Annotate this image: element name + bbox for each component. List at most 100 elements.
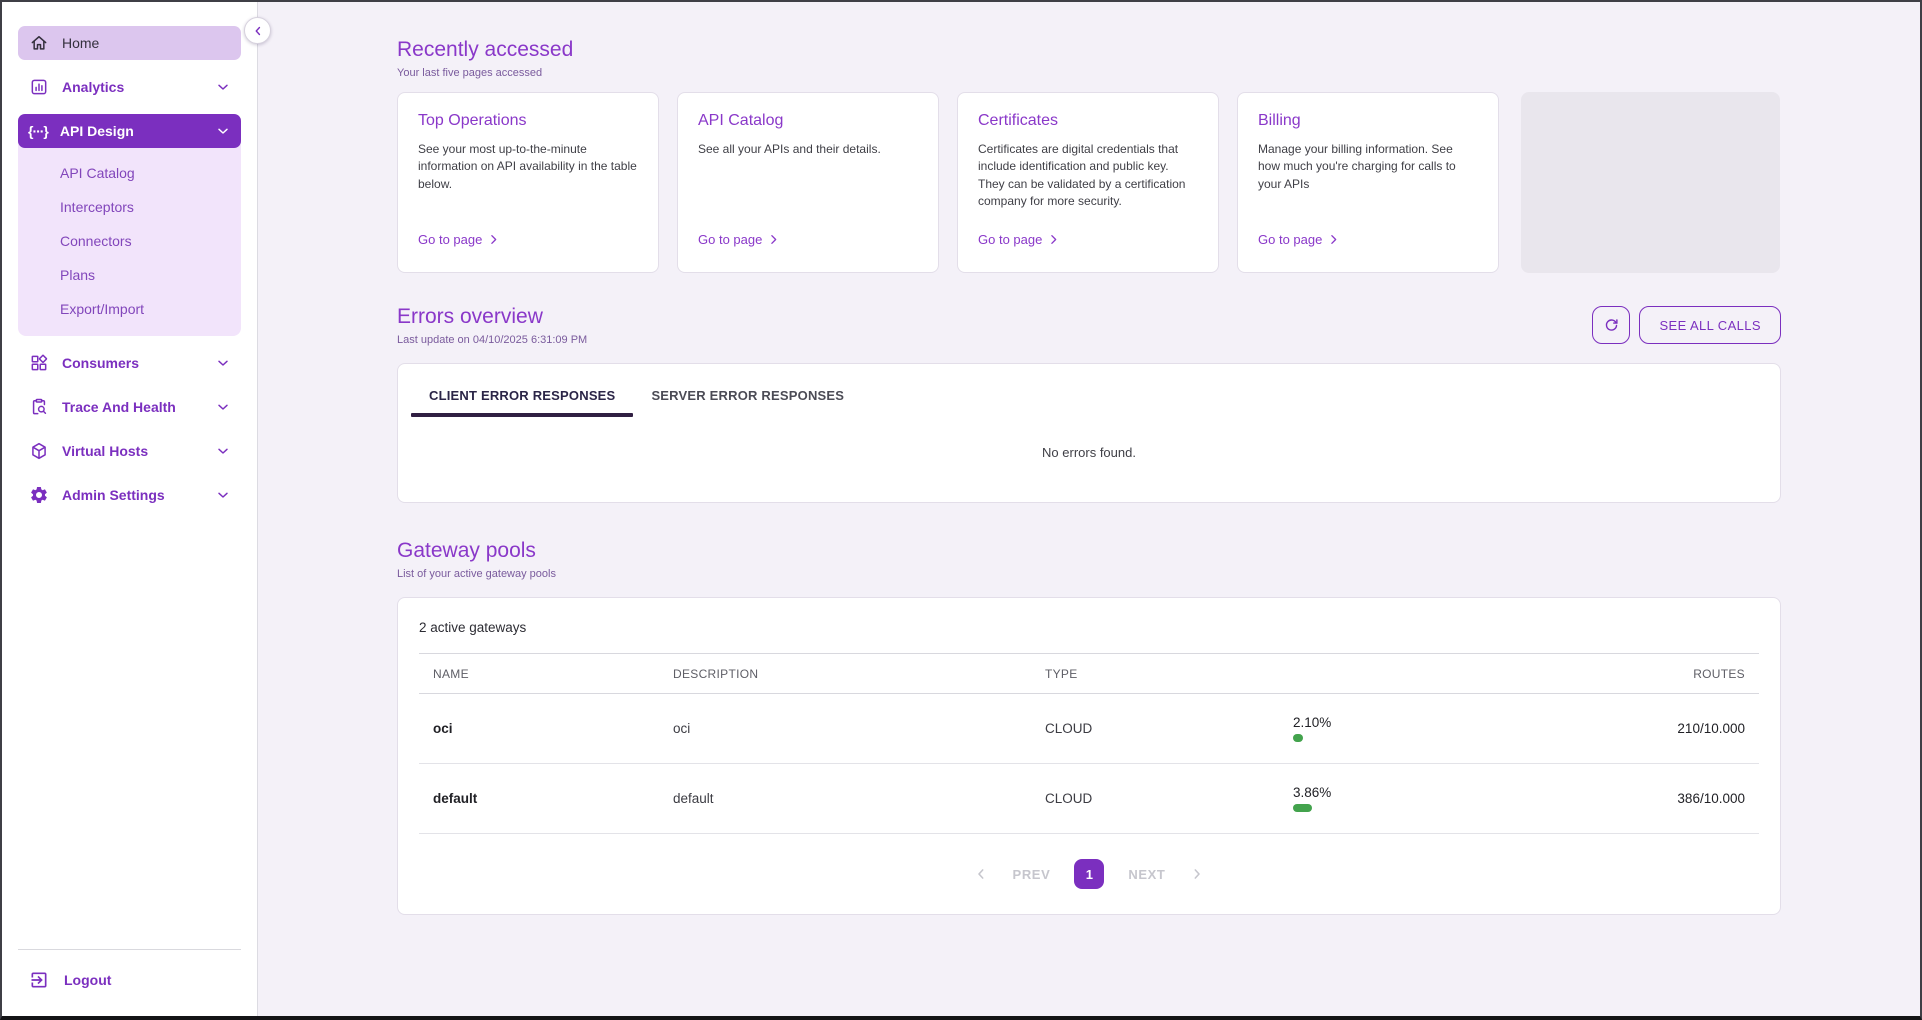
sidebar-item-label: Admin Settings [62, 487, 165, 503]
gateway-name: default [419, 763, 659, 835]
card-top-operations: Top Operations See your most up-to-the-m… [397, 92, 659, 274]
go-to-page-label: Go to page [978, 232, 1043, 248]
column-header-usage [1279, 653, 1619, 695]
sidebar-item-label: Consumers [62, 355, 140, 371]
gateway-description: oci [659, 693, 1031, 765]
usage-progress-bar [1293, 804, 1312, 813]
go-to-page-link[interactable]: Go to page [978, 232, 1198, 247]
table-row: default default CLOUD 3.86% 386/10.000 [419, 763, 1759, 835]
go-to-page-label: Go to page [698, 232, 763, 248]
chevron-down-icon [215, 487, 231, 503]
sidebar-group-api-design: {···} API Design API Catalog Interceptor… [18, 114, 241, 336]
sidebar-nav: Home Analytics {···} API Design [18, 26, 241, 522]
pagination-next-chevron-icon[interactable] [1189, 866, 1205, 882]
tab-server-error-responses[interactable]: SERVER ERROR RESPONSES [651, 388, 845, 404]
sidebar-item-label: Analytics [62, 79, 125, 95]
gateway-type: CLOUD [1031, 763, 1279, 835]
sidebar-collapse-button[interactable] [244, 17, 271, 44]
sidebar-item-admin-settings[interactable]: Admin Settings [18, 478, 241, 512]
logout-button[interactable]: Logout [18, 966, 241, 994]
recently-accessed-title: Recently accessed [397, 38, 574, 61]
section-errors-overview: Errors overview Last update on 04/10/202… [397, 305, 1781, 504]
gateway-type: CLOUD [1031, 693, 1279, 765]
sidebar-item-api-catalog[interactable]: API Catalog [60, 165, 135, 181]
logout-label: Logout [64, 972, 112, 988]
go-to-page-link[interactable]: Go to page [418, 232, 638, 247]
chevron-down-icon [215, 355, 231, 371]
pagination-page-1-button[interactable]: 1 [1074, 859, 1105, 890]
chevron-right-icon [1047, 233, 1060, 246]
column-header-description: DESCRIPTION [659, 653, 1031, 695]
sidebar-item-connectors[interactable]: Connectors [60, 233, 132, 249]
card-empty-placeholder [1521, 92, 1780, 274]
chevron-down-icon [215, 443, 231, 459]
sidebar-footer: Logout [18, 949, 241, 994]
gateway-usage-cell: 3.86% [1279, 763, 1619, 835]
column-header-name: NAME [419, 653, 659, 695]
sidebar-item-plans[interactable]: Plans [60, 267, 96, 283]
sidebar: Home Analytics {···} API Design [2, 2, 271, 1016]
table-row: oci oci CLOUD 2.10% 210/10.000 [419, 693, 1759, 765]
section-gateway-pools: Gateway pools List of your active gatewa… [397, 539, 1781, 916]
virtual-hosts-icon [28, 441, 50, 461]
gateway-usage-cell: 2.10% [1279, 693, 1619, 765]
card-title: Certificates [978, 112, 1059, 130]
card-description: See all your APIs and their details. [698, 142, 881, 157]
chevron-left-icon [251, 24, 265, 38]
pagination-prev-chevron-icon[interactable] [973, 866, 989, 882]
column-header-routes: ROUTES [1619, 653, 1759, 695]
pagination-next-button[interactable]: NEXT [1128, 866, 1166, 882]
sidebar-item-virtual-hosts[interactable]: Virtual Hosts [18, 434, 241, 468]
pagination-prev-button[interactable]: PREV [1012, 866, 1051, 882]
no-errors-message: No errors found. [1042, 445, 1136, 461]
gateway-pools-panel: 2 active gateways NAME DESCRIPTION TYPE … [397, 597, 1781, 916]
table-header-row: NAME DESCRIPTION TYPE ROUTES [419, 653, 1759, 695]
sidebar-item-export-import[interactable]: Export/Import [60, 301, 145, 317]
pagination: PREV 1 NEXT [419, 834, 1759, 914]
errors-actions: SEE ALL CALLS [1592, 305, 1781, 345]
card-certificates: Certificates Certificates are digital cr… [957, 92, 1219, 274]
gateway-pools-title: Gateway pools [397, 539, 536, 563]
sidebar-item-label: API Design [59, 123, 134, 139]
chevron-down-icon [215, 79, 231, 95]
errors-last-update: Last update on 04/10/2025 6:31:09 PM [397, 334, 588, 347]
tab-client-error-responses[interactable]: CLIENT ERROR RESPONSES [411, 378, 634, 418]
gateways-table: NAME DESCRIPTION TYPE ROUTES oci oci [419, 653, 1759, 835]
go-to-page-label: Go to page [418, 232, 483, 248]
sidebar-item-analytics[interactable]: Analytics [18, 70, 241, 104]
api-design-icon: {···} [28, 123, 49, 139]
sidebar-item-home[interactable]: Home [18, 26, 241, 60]
refresh-icon [1603, 317, 1620, 334]
sidebar-item-api-design[interactable]: {···} API Design [18, 114, 241, 148]
recently-accessed-subtitle: Your last five pages accessed [397, 67, 543, 80]
card-title: Top Operations [418, 112, 527, 130]
chevron-right-icon [767, 233, 780, 246]
sidebar-item-label: Trace And Health [62, 399, 176, 415]
errors-panel: CLIENT ERROR RESPONSES SERVER ERROR RESP… [397, 363, 1781, 504]
sidebar-item-interceptors[interactable]: Interceptors [60, 199, 134, 215]
recent-cards-row: Top Operations See your most up-to-the-m… [397, 92, 1781, 274]
go-to-page-link[interactable]: Go to page [698, 232, 918, 247]
go-to-page-link[interactable]: Go to page [1258, 232, 1478, 247]
refresh-button[interactable] [1592, 306, 1631, 345]
sidebar-item-label: Home [62, 35, 100, 51]
home-icon [28, 33, 50, 53]
usage-percent: 3.86% [1293, 785, 1332, 801]
chevron-down-icon [215, 123, 231, 139]
logout-icon [28, 970, 50, 990]
card-billing: Billing Manage your billing information.… [1237, 92, 1499, 274]
analytics-icon [28, 77, 50, 97]
sidebar-divider [18, 949, 241, 950]
errors-tabs: CLIENT ERROR RESPONSES SERVER ERROR RESP… [398, 364, 1780, 418]
trace-health-icon [28, 397, 50, 417]
go-to-page-label: Go to page [1258, 232, 1323, 248]
sidebar-item-trace-and-health[interactable]: Trace And Health [18, 390, 241, 424]
section-recently-accessed: Recently accessed Your last five pages a… [397, 38, 1781, 274]
consumers-icon [28, 353, 50, 373]
gateway-routes: 210/10.000 [1619, 693, 1759, 765]
see-all-calls-button[interactable]: SEE ALL CALLS [1639, 306, 1781, 345]
sidebar-item-consumers[interactable]: Consumers [18, 346, 241, 380]
usage-percent: 2.10% [1293, 715, 1332, 731]
column-header-type: TYPE [1031, 653, 1279, 695]
gateway-pools-subtitle: List of your active gateway pools [397, 568, 556, 581]
